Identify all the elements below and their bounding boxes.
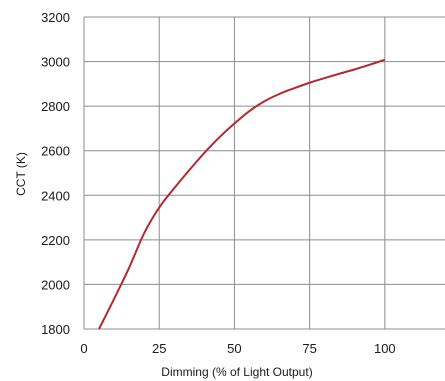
x-tick-label: 50 (227, 341, 241, 356)
y-tick-label: 2000 (41, 277, 70, 292)
data-series (98, 58, 386, 330)
x-tick-label: 25 (152, 341, 166, 356)
x-axis-label: Dimming (% of Light Output) (161, 365, 312, 379)
y-axis-label: CCT (K) (14, 152, 28, 196)
x-tick-label: 0 (80, 341, 87, 356)
y-tick-label: 2800 (41, 99, 70, 114)
y-tick-label: 2200 (41, 233, 70, 248)
grid-lines (83, 16, 445, 330)
y-tick-label: 2400 (41, 188, 70, 203)
y-tick-label: 2600 (41, 144, 70, 159)
series-line (98, 58, 386, 330)
y-tick-label: 3200 (41, 10, 70, 25)
tick-labels: 1800 2000 2200 2400 2600 2800 3000 3200 0 25 50 75 1… (41, 10, 396, 356)
y-tick-label: 3000 (41, 55, 70, 70)
x-tick-label: 100 (374, 341, 396, 356)
x-tick-label: 75 (302, 341, 316, 356)
y-tick-label: 1800 (41, 322, 70, 337)
